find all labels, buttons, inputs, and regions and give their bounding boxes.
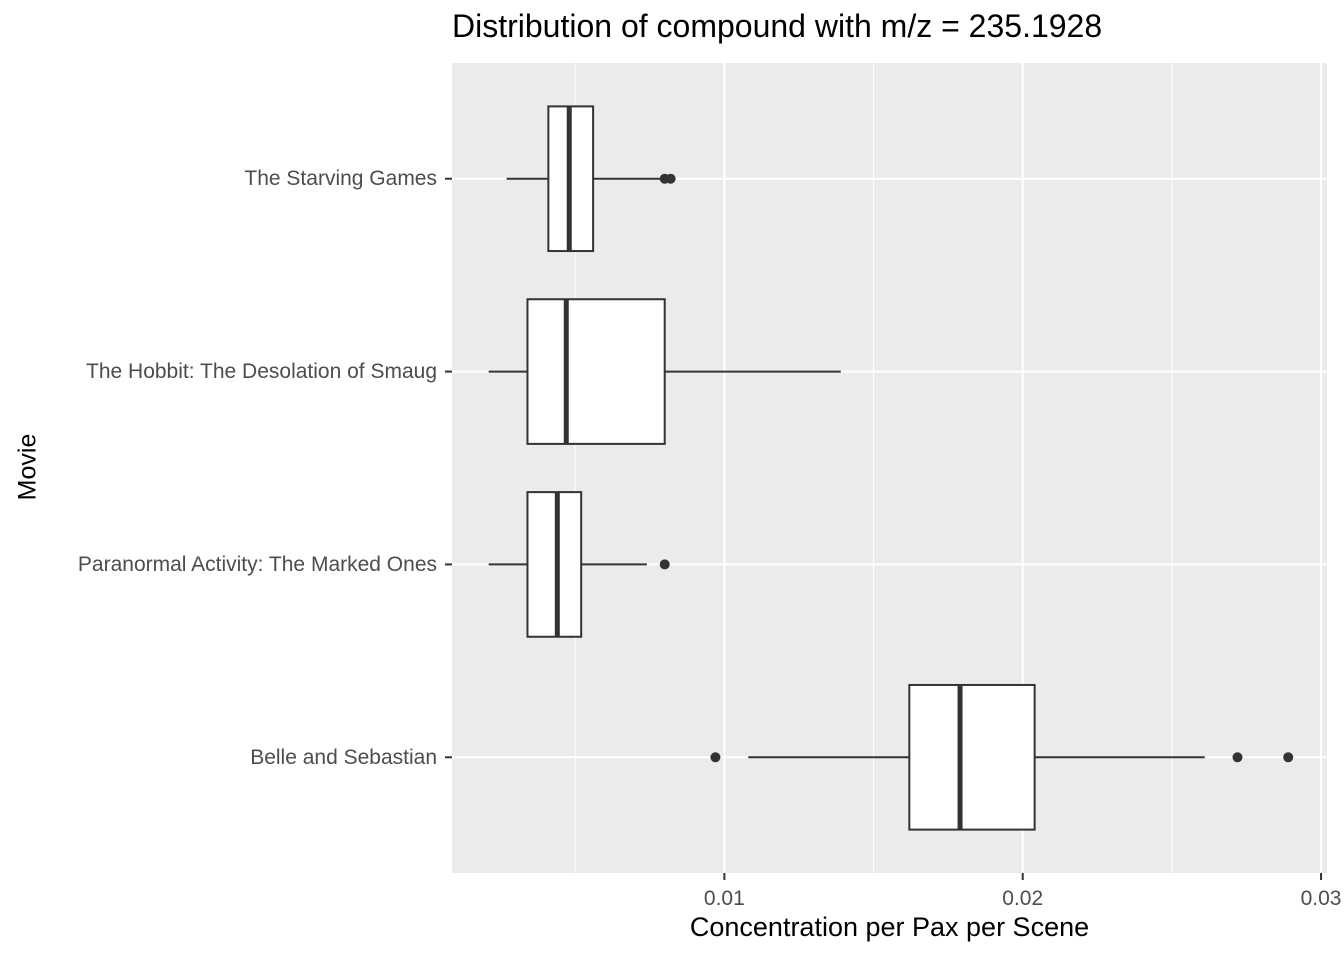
y-tick-label: Belle and Sebastian [250,746,437,769]
x-tick-label: 0.01 [704,887,745,910]
box-iqr [526,491,583,638]
x-tick-label: 0.02 [1002,887,1043,910]
y-tick-label: The Hobbit: The Desolation of Smaug [86,360,437,383]
outlier-point [659,559,670,570]
x-axis-title: Concentration per Pax per Scene [689,912,1090,942]
outlier-point [1232,752,1243,763]
box-iqr [526,298,666,445]
y-tick-label: The Starving Games [244,167,437,190]
outlier-point [1283,752,1294,763]
chart-title: Distribution of compound with m/z = 235.… [452,8,1103,44]
boxes [488,105,1294,831]
plot-panel [452,63,1327,873]
x-tick-label: 0.03 [1301,887,1342,910]
outlier-point [665,173,676,184]
box-iqr [908,683,1036,831]
y-tick-label: Paranormal Activity: The Marked Ones [78,553,437,576]
outlier-point [710,752,721,763]
axes: The Starving Games The Hobbit: The Desola… [78,167,1342,910]
